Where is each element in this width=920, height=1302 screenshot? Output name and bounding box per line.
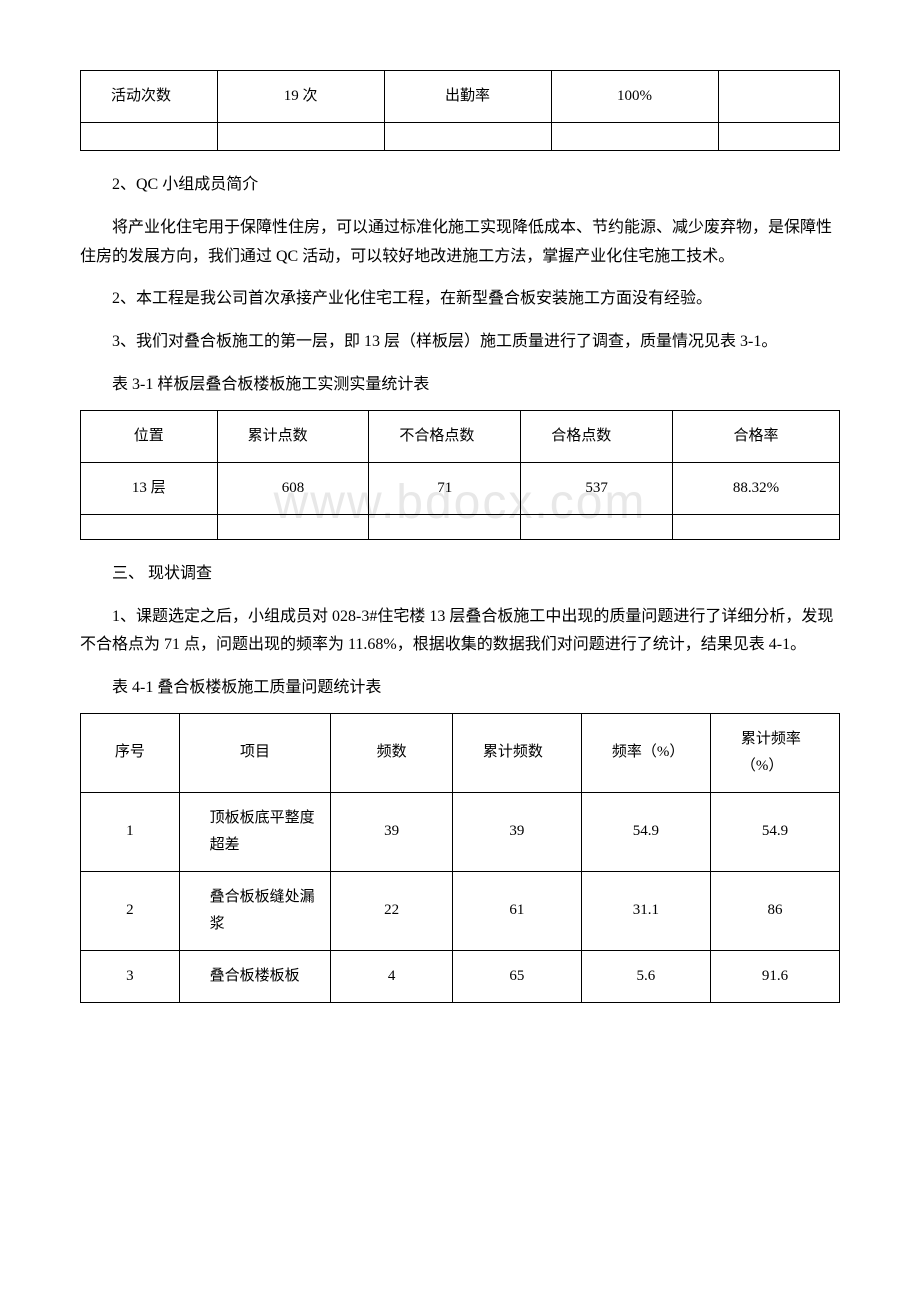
cell-value: 537	[521, 462, 673, 514]
col-header: 合格率	[673, 410, 840, 462]
cell-value: 86	[710, 871, 839, 950]
cell-value: 19 次	[217, 71, 384, 123]
table-row-empty	[81, 123, 840, 151]
cell-empty	[718, 71, 839, 123]
cell-value: 22	[331, 871, 452, 950]
table-row: 3 叠合板楼板板 4 65 5.6 91.6	[81, 950, 840, 1002]
col-header: 频数	[331, 713, 452, 792]
quality-issues-table: 序号 项目 频数 累计频数 频率（%） 累计频率（%） 1 顶板板底平整度超差 …	[80, 713, 840, 1003]
cell-value: 65	[452, 950, 581, 1002]
cell-value: 608	[217, 462, 369, 514]
cell-value: 88.32%	[673, 462, 840, 514]
table-row-empty	[81, 514, 840, 539]
col-header: 频率（%）	[581, 713, 710, 792]
table-caption: 表 4-1 叠合板楼板施工质量问题统计表	[80, 674, 840, 703]
section-heading: 三、 现状调查	[80, 560, 840, 589]
col-header: 不合格点数	[369, 410, 521, 462]
cell-value: 91.6	[710, 950, 839, 1002]
sample-floor-table: 位置 累计点数 不合格点数 合格点数 合格率 13 层 608 71 537 8…	[80, 410, 840, 540]
cell-value: 叠合板楼板板	[179, 950, 331, 1002]
cell-value: 31.1	[581, 871, 710, 950]
paragraph: 3、我们对叠合板施工的第一层，即 13 层（样板层）施工质量进行了调查，质量情况…	[80, 328, 840, 357]
paragraph: 1、课题选定之后，小组成员对 028-3#住宅楼 13 层叠合板施工中出现的质量…	[80, 603, 840, 661]
table-row: 活动次数 19 次 出勤率 100%	[81, 71, 840, 123]
cell-value: 71	[369, 462, 521, 514]
table-caption: 表 3-1 样板层叠合板楼板施工实测实量统计表	[80, 371, 840, 400]
col-header: 累计频数	[452, 713, 581, 792]
cell-value: 顶板板底平整度超差	[179, 792, 331, 871]
col-header: 序号	[81, 713, 180, 792]
col-header: 累计频率（%）	[710, 713, 839, 792]
cell-label: 活动次数	[81, 71, 218, 123]
cell-value: 4	[331, 950, 452, 1002]
col-header: 位置	[81, 410, 218, 462]
table-header-row: 位置 累计点数 不合格点数 合格点数 合格率	[81, 410, 840, 462]
cell-value: 100%	[551, 71, 718, 123]
cell-value: 54.9	[710, 792, 839, 871]
paragraph: 2、本工程是我公司首次承接产业化住宅工程，在新型叠合板安装施工方面没有经验。	[80, 285, 840, 314]
cell-value: 39	[331, 792, 452, 871]
cell-value: 54.9	[581, 792, 710, 871]
activity-table: 活动次数 19 次 出勤率 100%	[80, 70, 840, 151]
table-row: 1 顶板板底平整度超差 39 39 54.9 54.9	[81, 792, 840, 871]
cell-value: 3	[81, 950, 180, 1002]
section-heading: 2、QC 小组成员简介	[80, 171, 840, 200]
cell-value: 61	[452, 871, 581, 950]
table-row: 13 层 608 71 537 88.32%	[81, 462, 840, 514]
table-row: 2 叠合板板缝处漏浆 22 61 31.1 86	[81, 871, 840, 950]
col-header: 累计点数	[217, 410, 369, 462]
col-header: 项目	[179, 713, 331, 792]
cell-label: 出勤率	[384, 71, 551, 123]
cell-value: 1	[81, 792, 180, 871]
cell-value: 39	[452, 792, 581, 871]
paragraph: 将产业化住宅用于保障性住房，可以通过标准化施工实现降低成本、节约能源、减少废弃物…	[80, 214, 840, 272]
cell-value: 5.6	[581, 950, 710, 1002]
cell-value: 13 层	[81, 462, 218, 514]
cell-value: 叠合板板缝处漏浆	[179, 871, 331, 950]
table-header-row: 序号 项目 频数 累计频数 频率（%） 累计频率（%）	[81, 713, 840, 792]
cell-value: 2	[81, 871, 180, 950]
col-header: 合格点数	[521, 410, 673, 462]
